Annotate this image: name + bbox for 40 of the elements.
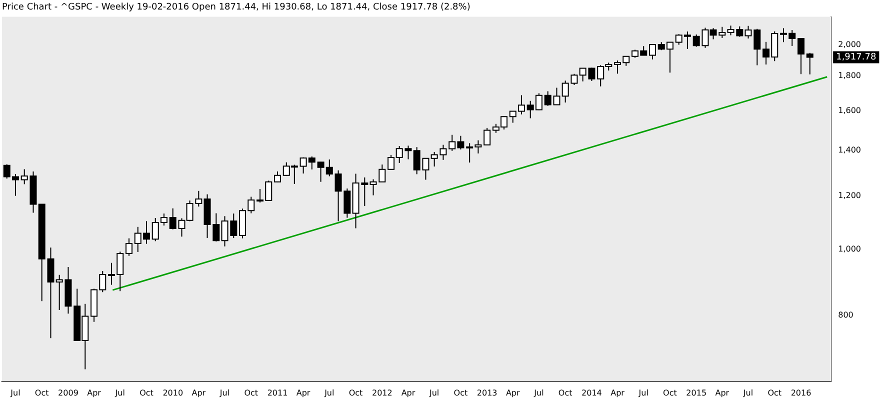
x-tick-label: Jul bbox=[324, 388, 334, 398]
x-tick-label: 2015 bbox=[686, 388, 707, 398]
x-tick-label: Oct bbox=[140, 388, 154, 398]
x-tick-label: Oct bbox=[663, 388, 677, 398]
x-tick-label: Jul bbox=[10, 388, 20, 398]
x-tick-label: Jul bbox=[638, 388, 648, 398]
x-tick-label: Oct bbox=[454, 388, 468, 398]
x-tick-label: Apr bbox=[296, 388, 311, 398]
y-tick-label: 1,600 bbox=[838, 106, 862, 115]
x-tick-label: Apr bbox=[715, 388, 730, 398]
x-tick-label: 2011 bbox=[267, 388, 288, 398]
x-tick-label: Jul bbox=[114, 388, 125, 398]
x-tick-label: Apr bbox=[87, 388, 102, 398]
x-tick-label: Oct bbox=[768, 388, 782, 398]
y-tick-label: 1,800 bbox=[838, 71, 862, 80]
y-tick-label: 1,400 bbox=[838, 145, 862, 154]
x-tick-label: Oct bbox=[558, 388, 572, 398]
chart-title: Price Chart - ^GSPC - Weekly 19-02-2016 Open 1871.44, Hi 1930.68, Lo 1871.44, Close 1917.78 (2.8%) bbox=[2, 2, 470, 13]
x-tick-label: Jul bbox=[533, 388, 544, 398]
y-tick-label: 2,000 bbox=[838, 40, 862, 50]
x-tick-label: Jul bbox=[218, 388, 230, 398]
x-tick-label: 2012 bbox=[372, 388, 392, 398]
x-tick-label: 2009 bbox=[58, 388, 78, 398]
x-tick-label: 2014 bbox=[582, 388, 602, 398]
y-tick-label: 1,000 bbox=[838, 244, 862, 254]
text: 1,917.78 bbox=[836, 52, 876, 63]
x-tick-label: Apr bbox=[610, 388, 626, 398]
x-tick-label: 2010 bbox=[162, 388, 184, 398]
x-tick-label: Oct bbox=[348, 388, 363, 398]
x-tick-label: Apr bbox=[192, 388, 206, 398]
y-tick-label: 800 bbox=[838, 310, 854, 320]
x-tick-label: 2016 bbox=[790, 388, 812, 398]
x-tick-label: Jul bbox=[742, 388, 754, 398]
x-tick-label: Apr bbox=[401, 388, 416, 398]
x-tick-label: Jul bbox=[428, 388, 440, 398]
x-tick-label: 2013 bbox=[476, 388, 498, 398]
x-tick-label: Apr bbox=[506, 388, 521, 398]
y-tick-label: 1,200 bbox=[838, 190, 862, 200]
x-tick-label: Oct bbox=[244, 388, 258, 398]
x-tick-label: Oct bbox=[34, 388, 49, 398]
